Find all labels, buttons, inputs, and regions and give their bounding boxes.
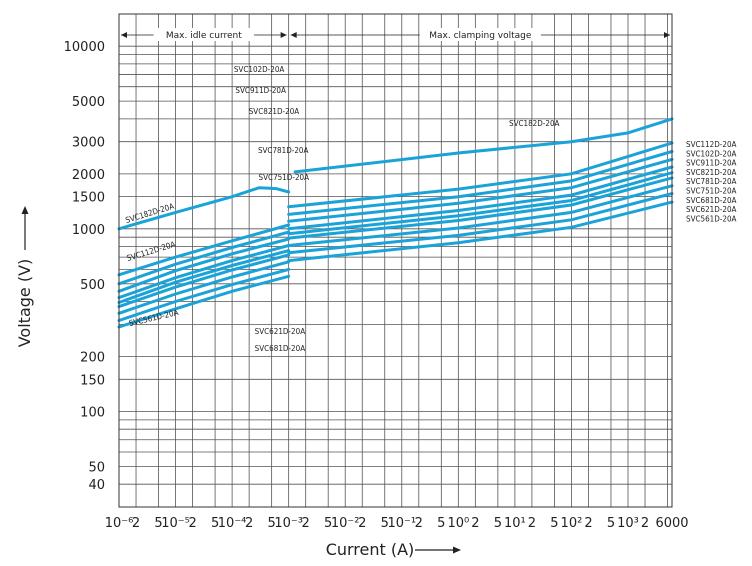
right-series-label: SVC112D-20A <box>686 140 737 149</box>
series-idle-line <box>117 274 291 329</box>
y-tick-label: 50 <box>88 460 105 475</box>
series-idle-line <box>117 249 291 304</box>
section-header-label: Max. clamping voltage <box>429 31 532 41</box>
y-axis-arrow-head <box>21 206 29 214</box>
y-tick-label: 10000 <box>64 40 105 55</box>
y-tick-label: 1000 <box>72 223 105 238</box>
series-clamp-line <box>287 150 674 216</box>
right-series-label: SVC621D-20A <box>686 205 737 214</box>
x-tick-label: 10⁻⁴ <box>218 516 247 531</box>
y-tick-label: 150 <box>80 373 105 388</box>
right-series-label: SVC781D-20A <box>686 177 737 186</box>
x-tick-label: 2 <box>584 516 592 531</box>
series-clamp-line <box>287 184 674 247</box>
y-tick-label: 200 <box>80 351 105 366</box>
x-tick-label: 2 <box>358 516 366 531</box>
series-clamp-line <box>287 192 674 255</box>
y-tick-label: 5000 <box>72 95 105 110</box>
x-tick-label: 10¹ <box>504 516 526 531</box>
series-clamp-line <box>287 171 674 236</box>
series-clamp-line <box>287 141 674 209</box>
x-tick-label: 6000 <box>655 516 688 531</box>
series-idle-line <box>117 223 291 277</box>
y-tick-label: 2000 <box>72 168 105 183</box>
right-series-label: SVC911D-20A <box>686 159 737 168</box>
x-tick-label: 2 <box>641 516 649 531</box>
series-annotation: SVC911D-20A <box>235 86 286 95</box>
x-tick-label: 5 <box>437 516 445 531</box>
series-annotation: SVC781D-20A <box>258 146 309 155</box>
x-tick-label: 10⁻¹ <box>387 516 416 531</box>
right-series-label: SVC102D-20A <box>686 149 737 158</box>
plot-frame <box>118 13 673 508</box>
x-tick-label: 2 <box>132 516 140 531</box>
section-header-label: Max. idle current <box>166 31 242 41</box>
right-series-label: SVC681D-20A <box>686 196 737 205</box>
series-clamp-line <box>293 117 674 174</box>
section-headers: Max. idle current Max. clamping voltage <box>121 28 670 41</box>
series-annotation: SVC751D-20A <box>259 173 310 182</box>
section-header-bg <box>153 28 255 41</box>
section-header-bg <box>419 28 541 41</box>
x-tick-label: 2 <box>302 516 310 531</box>
y-axis-label: Voltage (V) <box>15 259 34 348</box>
y-tick-label: 3000 <box>72 136 105 151</box>
x-axis-label: Current (A) <box>326 540 415 559</box>
x-tick-label: 10⁻⁶ <box>105 516 134 531</box>
x-tick-label: 2 <box>415 516 423 531</box>
right-series-label: SVC821D-20A <box>686 168 737 177</box>
series-idle-line <box>117 186 291 231</box>
series-annotation: SVC102D-20A <box>234 65 285 74</box>
series-idle-line <box>117 253 291 309</box>
y-tick-label: 1500 <box>72 191 105 206</box>
series-annotation: SVC621D-20A <box>255 327 306 336</box>
x-tick-label: 5 <box>324 516 332 531</box>
series-idle-line <box>117 230 291 286</box>
x-tick-label: 2 <box>188 516 196 531</box>
section-header-arrow-right <box>664 32 670 38</box>
series-idle-line <box>117 237 291 293</box>
x-tick-label: 10⁻⁵ <box>161 516 190 531</box>
section-header-arrow-left <box>121 32 127 38</box>
axis-ticks: 10⁻⁶2 510⁻⁵2 510⁻⁴2 510⁻³2 510⁻²2 510⁻¹2 5 10⁰ 2… <box>64 40 689 531</box>
x-tick-label: 5 <box>211 516 219 531</box>
grid <box>118 14 672 507</box>
series-idle-line <box>117 267 291 322</box>
axis-arrows <box>21 206 461 554</box>
x-tick-label: 5 <box>267 516 275 531</box>
x-tick-label: 5 <box>154 516 162 531</box>
x-tick-label: 5 <box>494 516 502 531</box>
series-clamp-line <box>287 157 674 223</box>
x-tick-label: 10⁻³ <box>274 516 303 531</box>
x-axis-arrow-head <box>453 546 461 554</box>
y-tick-label: 500 <box>80 278 105 293</box>
right-series-label: SVC561D-20A <box>686 214 737 223</box>
y-tick-label: 40 <box>88 478 105 493</box>
series-lines <box>117 117 674 329</box>
y-tick-label: 100 <box>80 405 105 420</box>
x-tick-label: 2 <box>245 516 253 531</box>
series-clamp-line <box>287 200 674 263</box>
x-tick-label: 10⁰ <box>447 516 469 531</box>
section-header-arrow-left <box>290 32 297 38</box>
series-idle-line <box>117 244 291 300</box>
x-tick-label: 5 <box>550 516 558 531</box>
x-tick-label: 10³ <box>617 516 639 531</box>
series-idle-line <box>117 260 291 315</box>
x-tick-label: 5 <box>607 516 615 531</box>
x-tick-label: 5 <box>381 516 389 531</box>
right-series-label: SVC751D-20A <box>686 187 737 196</box>
x-tick-label: 2 <box>471 516 479 531</box>
section-header-arrow-right <box>280 32 287 38</box>
x-tick-label: 2 <box>528 516 536 531</box>
x-tick-label: 10² <box>561 516 583 531</box>
x-tick-label: 10⁻² <box>331 516 360 531</box>
series-annotation: SVC681D-20A <box>255 344 306 353</box>
series-clamp-line <box>287 165 674 231</box>
series-annotation: SVC182D-20A <box>509 119 560 128</box>
series-annotation: SVC821D-20A <box>249 107 300 116</box>
series-clamp-line <box>287 176 674 240</box>
